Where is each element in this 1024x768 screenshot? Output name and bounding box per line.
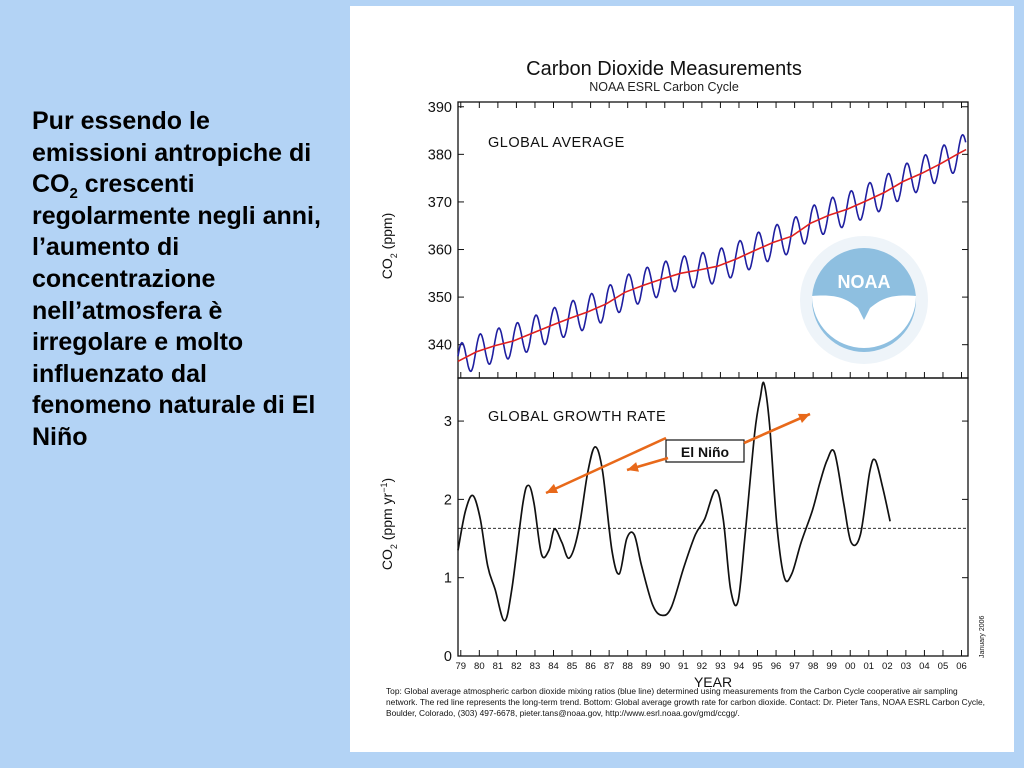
bottom-ytick-label: 2 xyxy=(444,492,452,508)
figure-title: Carbon Dioxide Measurements xyxy=(526,58,802,80)
co2-monthly-series-line xyxy=(457,133,967,373)
noaa-logo-text: NOAA xyxy=(838,272,891,292)
bottom-xtick-label: 88 xyxy=(622,661,633,672)
bottom-xtick-label: 92 xyxy=(697,661,708,672)
top-y-axis-label-main: CO xyxy=(379,258,395,279)
top-y-axis-label-unit: (ppm) xyxy=(379,213,395,253)
bottom-y-axis-label-unit: (ppm yr xyxy=(379,492,395,544)
bottom-xtick-label: 84 xyxy=(548,661,559,672)
bottom-xtick-label: 87 xyxy=(604,661,615,672)
bottom-xtick-label: 05 xyxy=(938,661,949,672)
bottom-xtick-label: 98 xyxy=(808,661,819,672)
el-nino-label: El Niño xyxy=(681,444,729,460)
bottom-y-axis-label-superscript: −1 xyxy=(379,483,389,493)
bottom-panel-label: GLOBAL GROWTH RATE xyxy=(488,409,666,425)
top-ytick-label: 390 xyxy=(428,100,452,116)
slide-text-subscript: 2 xyxy=(69,185,78,203)
bottom-ytick-label: 1 xyxy=(444,571,452,587)
bottom-ytick-label: 3 xyxy=(444,414,452,430)
co2-figure: Carbon Dioxide Measurements NOAA ESRL Ca… xyxy=(379,58,986,690)
top-panel-label: GLOBAL AVERAGE xyxy=(488,135,625,151)
noaa-logo: NOAA xyxy=(800,236,928,364)
co2-figure-card: Carbon Dioxide Measurements NOAA ESRL Ca… xyxy=(350,6,1014,752)
figure-subtitle: NOAA ESRL Carbon Cycle xyxy=(589,80,739,94)
top-ytick-label: 380 xyxy=(428,147,452,163)
date-stamp: January 2006 xyxy=(979,615,986,658)
bottom-xtick-label: 95 xyxy=(752,661,763,672)
bottom-xtick-label: 83 xyxy=(530,661,541,672)
top-ytick-label: 360 xyxy=(428,243,452,259)
x-axis-label: YEAR xyxy=(694,674,732,690)
el-nino-annotation: El Niño xyxy=(545,412,811,495)
bottom-xtick-label: 79 xyxy=(455,661,466,672)
bottom-xtick-label: 06 xyxy=(956,661,967,672)
el-nino-arrow-1983-head xyxy=(546,483,559,493)
el-nino-arrow-1998-head xyxy=(797,413,810,424)
bottom-xtick-label: 80 xyxy=(474,661,485,672)
bottom-xtick-label: 96 xyxy=(771,661,782,672)
bottom-ytick-label: 0 xyxy=(444,649,452,665)
bottom-xtick-label: 85 xyxy=(567,661,578,672)
bottom-xtick-label: 04 xyxy=(919,661,930,672)
bottom-xtick-label: 02 xyxy=(882,661,893,672)
el-nino-arrow-1998-shaft xyxy=(743,412,811,445)
bottom-y-axis-label: CO2 (ppm yr−1) xyxy=(379,478,399,570)
bottom-xtick-label: 90 xyxy=(659,661,670,672)
bottom-xtick-label: 93 xyxy=(715,661,726,672)
bottom-xtick-label: 00 xyxy=(845,661,856,672)
top-ytick-label: 370 xyxy=(428,195,452,211)
bottom-y-axis-label-main: CO xyxy=(379,549,395,570)
top-ytick-label: 350 xyxy=(428,290,452,306)
bottom-xtick-label: 91 xyxy=(678,661,689,672)
bottom-xtick-label: 89 xyxy=(641,661,652,672)
top-ytick-label: 340 xyxy=(428,338,452,354)
top-y-axis-label: CO2 (ppm) xyxy=(379,213,399,279)
co2-trend-series-line xyxy=(457,148,967,363)
el-nino-label-box xyxy=(665,439,745,463)
bottom-xtick-label: 99 xyxy=(826,661,837,672)
bottom-y-axis-label-subscript: 2 xyxy=(389,544,399,549)
bottom-xtick-label: 86 xyxy=(585,661,596,672)
bottom-xtick-label: 97 xyxy=(789,661,800,672)
slide-text-part-1: Pur essendo le emissioni antropiche di C… xyxy=(32,107,312,199)
noaa-gull-shape xyxy=(812,295,916,348)
bottom-y-axis-label-close: ) xyxy=(379,478,395,483)
bottom-xtick-label: 03 xyxy=(901,661,912,672)
el-nino-arrow-1983-shaft xyxy=(545,436,667,495)
bottom-xtick-label: 94 xyxy=(734,661,745,672)
figure-caption: Top: Global average atmospheric carbon d… xyxy=(386,686,985,718)
growth-rate-series-line xyxy=(457,381,891,622)
slide-body-text: Pur essendo le emissioni antropiche di C… xyxy=(32,106,332,454)
bottom-xtick-label: 82 xyxy=(511,661,522,672)
bottom-xtick-label: 81 xyxy=(493,661,504,672)
el-nino-arrow-1987-head xyxy=(627,462,639,472)
top-y-axis-label-subscript: 2 xyxy=(389,253,399,258)
bottom-xtick-label: 01 xyxy=(863,661,874,672)
slide-text-part-2: crescenti regolarmente negli anni, l’aum… xyxy=(32,170,321,451)
bottom-plot-frame xyxy=(457,377,969,657)
